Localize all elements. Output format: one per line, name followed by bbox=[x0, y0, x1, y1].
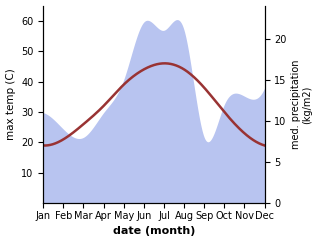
Y-axis label: med. precipitation
(kg/m2): med. precipitation (kg/m2) bbox=[291, 60, 313, 149]
X-axis label: date (month): date (month) bbox=[113, 227, 195, 236]
Y-axis label: max temp (C): max temp (C) bbox=[5, 68, 16, 140]
